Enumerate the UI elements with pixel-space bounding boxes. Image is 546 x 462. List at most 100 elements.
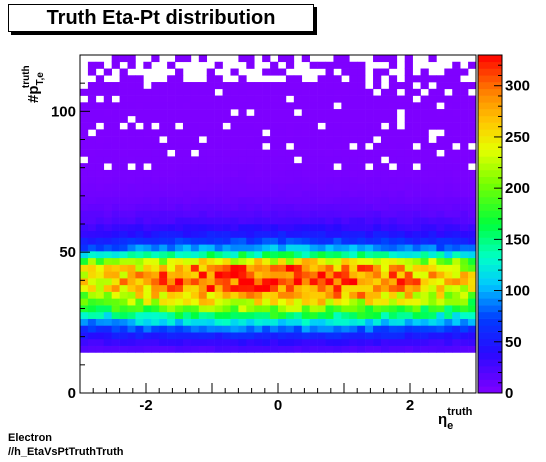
heatmap-cell xyxy=(182,169,192,177)
heatmap-cell xyxy=(230,88,239,96)
heatmap-cell xyxy=(317,210,326,218)
heatmap-cell xyxy=(230,169,239,177)
heatmap-cell xyxy=(325,190,334,198)
heatmap-cell xyxy=(396,196,406,205)
heatmap-cell xyxy=(380,237,390,245)
heatmap-cell xyxy=(285,210,295,218)
heatmap-cell xyxy=(380,257,390,265)
heatmap-cell xyxy=(333,88,342,96)
heatmap-cell xyxy=(301,311,310,319)
heatmap-cell xyxy=(388,305,398,313)
heatmap-cell xyxy=(341,68,350,76)
heatmap-cell xyxy=(452,183,461,191)
heatmap-cell xyxy=(87,217,97,225)
heatmap-cell xyxy=(238,55,247,63)
heatmap-cell xyxy=(396,169,406,177)
heatmap-cell xyxy=(87,183,97,191)
heatmap-cell xyxy=(270,325,279,333)
heatmap-cell xyxy=(190,183,200,191)
heatmap-cell xyxy=(428,345,437,353)
heatmap-cell xyxy=(460,325,469,333)
heatmap-cell xyxy=(309,149,318,157)
heatmap-cell xyxy=(301,210,310,218)
heatmap-cell xyxy=(119,82,128,90)
heatmap-cell xyxy=(230,136,239,144)
heatmap-cell xyxy=(135,224,144,232)
heatmap-cell xyxy=(278,210,287,218)
heatmap-cell xyxy=(436,88,445,96)
heatmap-cell xyxy=(95,142,105,150)
heatmap-cell xyxy=(373,237,382,245)
heatmap-cell xyxy=(317,230,326,238)
heatmap-cell xyxy=(214,251,223,259)
heatmap-cell xyxy=(119,142,128,150)
heatmap-cell xyxy=(285,237,295,245)
heatmap-cell xyxy=(341,332,350,340)
heatmap-cell xyxy=(365,210,374,218)
heatmap-cell xyxy=(143,183,152,191)
heatmap-cell xyxy=(238,332,247,340)
heatmap-cell xyxy=(95,149,105,157)
heatmap-cell xyxy=(159,163,168,171)
heatmap-cell xyxy=(452,190,461,198)
heatmap-cell xyxy=(325,237,334,245)
heatmap-cell xyxy=(206,163,215,171)
heatmap-cell xyxy=(452,68,461,76)
heatmap-cell xyxy=(270,176,279,184)
heatmap-cell xyxy=(349,251,358,259)
heatmap-cell xyxy=(380,311,390,319)
heatmap-cell xyxy=(135,271,144,279)
heatmap-cell xyxy=(190,230,200,238)
heatmap-cell xyxy=(444,82,453,90)
x-axis: -2 0 2 xyxy=(79,383,477,414)
heatmap-cell xyxy=(230,318,239,326)
heatmap-cell xyxy=(230,345,239,353)
heatmap-cell xyxy=(301,345,310,353)
heatmap-cell xyxy=(151,156,160,164)
heatmap-cell xyxy=(190,251,200,259)
heatmap-cell xyxy=(127,345,136,353)
heatmap-cell xyxy=(341,190,350,198)
heatmap-cell xyxy=(357,244,366,252)
heatmap-cell xyxy=(270,305,279,313)
heatmap-cell xyxy=(262,217,271,225)
heatmap-cell xyxy=(285,230,295,238)
heatmap-cell xyxy=(95,224,105,232)
heatmap-cell xyxy=(468,115,477,123)
heatmap-cell xyxy=(159,203,168,211)
heatmap-cell xyxy=(111,82,120,90)
heatmap-cell xyxy=(349,325,358,333)
heatmap-cell xyxy=(206,203,215,211)
colorbar-swatch xyxy=(478,251,502,259)
axis-titles: ηetruth #pT,etruth xyxy=(21,65,473,432)
heatmap-cell xyxy=(238,318,247,326)
heatmap-cell xyxy=(468,224,477,232)
heatmap-cell xyxy=(214,332,223,340)
heatmap-cell xyxy=(143,176,152,184)
heatmap-cell xyxy=(452,82,461,90)
heatmap-cell xyxy=(119,284,128,292)
heatmap-cell xyxy=(262,338,271,346)
heatmap-cell xyxy=(404,217,413,225)
heatmap-cell xyxy=(135,75,144,83)
heatmap-cell xyxy=(206,237,215,245)
heatmap-cell xyxy=(167,156,176,164)
heatmap-cell xyxy=(333,61,342,69)
heatmap-cell xyxy=(452,95,461,103)
heatmap-cell xyxy=(254,190,263,198)
heatmap-cell xyxy=(270,224,279,232)
heatmap-cell xyxy=(412,149,421,157)
heatmap-cell xyxy=(238,278,247,286)
heatmap-cell xyxy=(428,251,437,259)
heatmap-cell xyxy=(270,345,279,353)
heatmap-cell xyxy=(388,210,398,218)
heatmap-cell xyxy=(388,122,398,130)
heatmap-cell xyxy=(468,318,477,326)
colorbar-swatch xyxy=(478,278,502,286)
colorbar-swatch xyxy=(478,372,502,380)
heatmap-cell xyxy=(95,278,105,286)
heatmap-cell xyxy=(95,338,105,346)
heatmap-cell xyxy=(436,95,445,103)
heatmap-cell xyxy=(325,224,334,232)
heatmap-cell xyxy=(119,55,128,63)
